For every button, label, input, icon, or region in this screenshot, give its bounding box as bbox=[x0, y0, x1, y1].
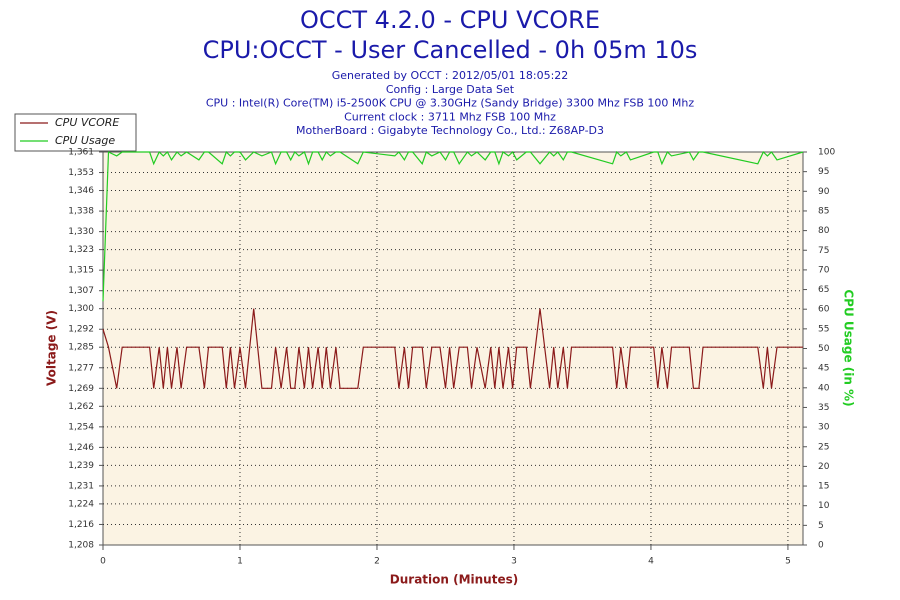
info-line: CPU : Intel(R) Core(TM) i5-2500K CPU @ 3… bbox=[206, 97, 694, 110]
legend bbox=[14, 113, 137, 152]
y-tick-label: 1,262 bbox=[68, 402, 94, 412]
y-tick-label: 1,254 bbox=[68, 422, 94, 432]
chart-subtitle: CPU:OCCT - User Cancelled - 0h 05m 10s bbox=[203, 36, 698, 64]
y-tick-label: 1,307 bbox=[68, 286, 94, 296]
y2-tick-label: 20 bbox=[818, 462, 830, 472]
y2-tick-label: 40 bbox=[818, 383, 830, 393]
y2-tick-label: 80 bbox=[818, 226, 830, 236]
y-tick-label: 1,269 bbox=[68, 384, 94, 394]
y-tick-label: 1,300 bbox=[68, 304, 94, 314]
info-line: Config : Large Data Set bbox=[386, 83, 515, 96]
y2-tick-label: 55 bbox=[818, 324, 829, 334]
y-tick-label: 1,338 bbox=[68, 207, 94, 217]
y2-tick-label: 15 bbox=[818, 482, 829, 492]
y2-tick-label: 100 bbox=[818, 148, 835, 158]
y2-tick-label: 65 bbox=[818, 285, 829, 295]
y2-tick-label: 45 bbox=[818, 364, 829, 374]
y2-tick-label: 95 bbox=[818, 167, 829, 177]
y2-tick-label: 70 bbox=[818, 265, 830, 275]
y2-tick-label: 75 bbox=[818, 246, 829, 256]
plot-area bbox=[102, 151, 804, 546]
y-tick-label: 1,292 bbox=[68, 325, 94, 335]
y-tick-label: 1,246 bbox=[68, 443, 94, 453]
y-axis-label: Voltage (V) bbox=[45, 310, 59, 386]
x-tick-label: 3 bbox=[511, 557, 517, 567]
y-tick-label: 1,216 bbox=[68, 520, 94, 530]
x-tick-label: 2 bbox=[374, 557, 380, 567]
x-tick-label: 0 bbox=[100, 557, 106, 567]
x-tick-label: 5 bbox=[785, 557, 791, 567]
y2-tick-label: 0 bbox=[818, 541, 824, 551]
legend-label: CPU Usage bbox=[55, 134, 115, 147]
series-line bbox=[102, 150, 804, 302]
x-tick-label: 4 bbox=[648, 557, 654, 567]
info-line: Generated by OCCT : 2012/05/01 18:05:22 bbox=[332, 69, 569, 82]
y-tick-label: 1,231 bbox=[68, 481, 94, 491]
chart-title: OCCT 4.2.0 - CPU VCORE bbox=[300, 6, 600, 34]
y2-tick-label: 35 bbox=[818, 403, 829, 413]
y-tick-label: 1,224 bbox=[68, 499, 94, 509]
y-tick-label: 1,346 bbox=[68, 186, 94, 196]
y-tick-label: 1,361 bbox=[68, 148, 94, 158]
info-line: Current clock : 3711 Mhz FSB 100 Mhz bbox=[344, 110, 556, 123]
y2-tick-label: 85 bbox=[818, 206, 829, 216]
info-line: MotherBoard : Gigabyte Technology Co., L… bbox=[296, 124, 604, 137]
x-tick-label: 1 bbox=[237, 557, 243, 567]
y2-tick-label: 5 bbox=[818, 521, 824, 531]
series-line bbox=[102, 308, 803, 389]
y2-tick-label: 30 bbox=[818, 423, 830, 433]
y-tick-label: 1,323 bbox=[68, 245, 94, 255]
y-tick-label: 1,353 bbox=[68, 168, 94, 178]
y2-axis-label: CPU Usage (in %) bbox=[842, 289, 856, 406]
x-axis-label: Duration (Minutes) bbox=[390, 573, 518, 587]
y-tick-label: 1,277 bbox=[68, 363, 94, 373]
y-tick-label: 1,239 bbox=[68, 461, 94, 471]
y2-tick-label: 50 bbox=[818, 344, 830, 354]
y-tick-label: 1,285 bbox=[68, 343, 94, 353]
y2-tick-label: 25 bbox=[818, 442, 829, 452]
y-tick-label: 1,208 bbox=[68, 541, 94, 551]
y2-tick-label: 90 bbox=[818, 187, 830, 197]
y2-tick-label: 10 bbox=[818, 501, 830, 511]
y-tick-label: 1,330 bbox=[68, 227, 94, 237]
y-tick-label: 1,315 bbox=[68, 266, 94, 276]
y2-tick-label: 60 bbox=[818, 305, 830, 315]
legend-label: CPU VCORE bbox=[55, 116, 119, 129]
